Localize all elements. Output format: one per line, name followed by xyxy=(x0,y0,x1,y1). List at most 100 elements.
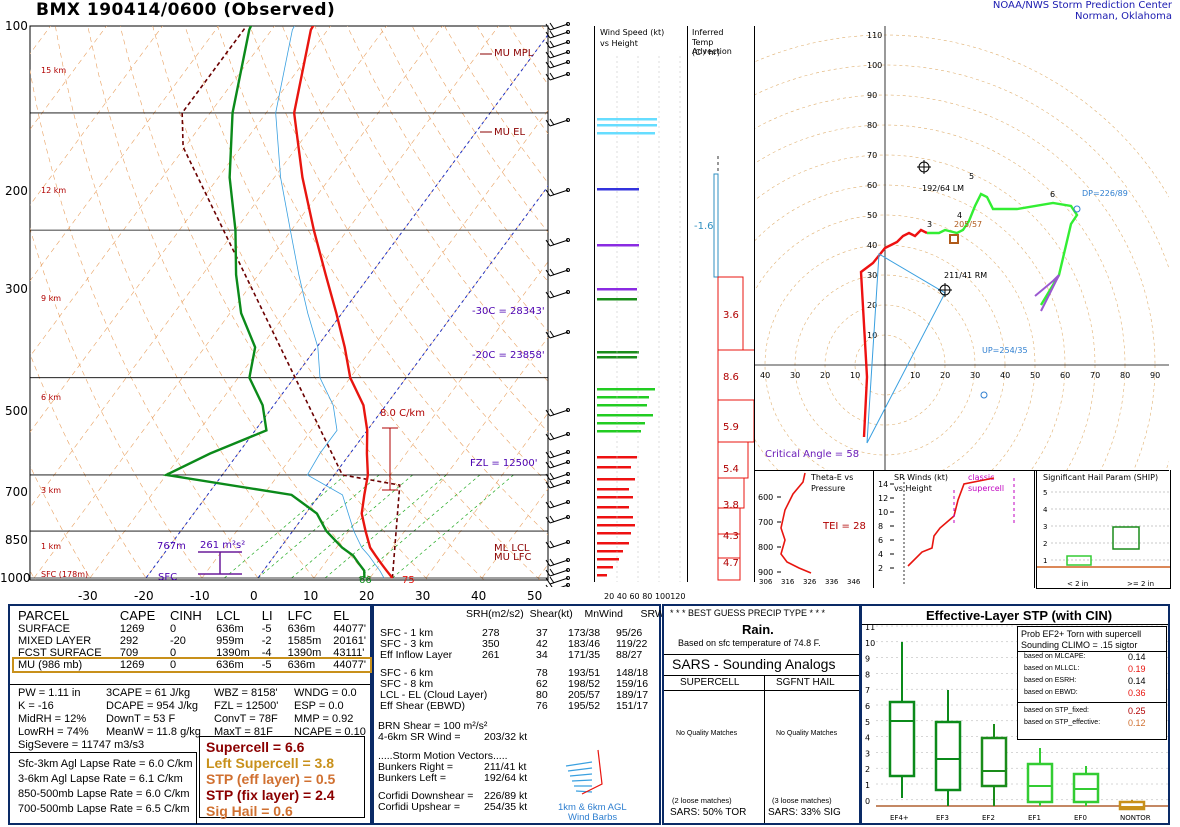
srw-ytick: 4 xyxy=(878,550,883,559)
stp-ytick: 10 xyxy=(865,639,875,648)
mean-wind-marker xyxy=(949,234,959,244)
temperature-line xyxy=(292,26,394,579)
thetae-xtick: 316 xyxy=(781,578,795,586)
kinematics-panel: SRH(m2/s2) Shear(kt) MnWind SRW SFC - 1 … xyxy=(372,604,665,825)
wind-barbs xyxy=(545,22,570,587)
hodo-point-label: 4 xyxy=(957,211,962,220)
hodo-xtick: 80 xyxy=(1120,371,1130,380)
ph-1: CAPE xyxy=(119,608,156,623)
kin-cell: 42 xyxy=(536,638,548,650)
hodo-ring xyxy=(755,94,1156,470)
hodo-trace-high xyxy=(1034,274,1060,312)
t30-label: -30C = 28343' xyxy=(472,306,545,317)
ttick--20: -20 xyxy=(134,589,154,603)
srw-line xyxy=(907,477,995,567)
wind-speed-bar xyxy=(597,566,613,569)
ttick-30: 30 xyxy=(415,589,431,603)
ptick-200: 200 xyxy=(5,184,28,198)
indices-col3: WBZ = 8158' FZL = 12500' ConvT = 78F MaxT =… xyxy=(214,687,279,738)
wind-barb xyxy=(545,432,570,441)
hodo-xtick: 70 xyxy=(1090,371,1100,380)
critical-angle: Critical Angle = 58 xyxy=(765,449,860,460)
thetae-title: Theta-E vs xyxy=(811,473,854,482)
hodo-tick: 100 xyxy=(867,61,882,70)
kin-cell: 88/27 xyxy=(616,649,643,661)
kin-cell: 173/38 xyxy=(568,627,601,639)
dry-adiabat xyxy=(120,26,429,580)
precip-analog-panel: * * * BEST GUESS PRECIP TYPE * * * Rain.… xyxy=(662,604,861,825)
kin-cell: 95/26 xyxy=(616,627,643,639)
wind-barb xyxy=(545,30,570,39)
wind-speed-panel: Wind Speed (kt) vs Height 20 40 60 80 10… xyxy=(594,26,688,601)
hodo-triangle xyxy=(866,253,946,444)
stp-ytick: 11 xyxy=(865,624,875,632)
ph-2: CINH xyxy=(169,608,202,623)
wind-speed-bar xyxy=(597,188,639,191)
ph-0: PARCEL xyxy=(18,608,70,623)
ptick-500: 500 xyxy=(5,404,28,418)
org-line-1: NOAA/NWS Storm Prediction Center xyxy=(992,0,1172,11)
ttick-20: 20 xyxy=(359,589,375,603)
stp-ytick: 0 xyxy=(865,797,870,806)
wind-speed-bar xyxy=(597,288,637,291)
stp-cat: EF1 xyxy=(1028,814,1041,822)
stp-cat: EF3 xyxy=(936,814,949,822)
hodo-tick: 30 xyxy=(867,271,877,280)
hgt-6km: 6 km xyxy=(41,393,62,402)
ttick--10: -10 xyxy=(190,589,210,603)
hodo-xtick: 10 xyxy=(850,371,860,380)
org-credit: NOAA/NWS Storm Prediction Center Norman,… xyxy=(993,0,1172,22)
hodo-xtick: 10 xyxy=(910,371,920,380)
kin-cell: 159/16 xyxy=(616,678,649,690)
wind-speed-bar xyxy=(597,118,657,121)
ta-val-5: 3.8 xyxy=(723,500,739,511)
tei-label: TEI = 28 xyxy=(823,521,866,532)
hodo-xtick: 30 xyxy=(970,371,980,380)
mu-el-label: MU EL xyxy=(494,127,526,138)
wind-speed-bar xyxy=(597,298,637,301)
hgt-3km: 3 km xyxy=(41,486,62,495)
wind-speed-bar xyxy=(597,550,623,553)
kin-barb xyxy=(575,790,593,793)
srw-subtitle: vs Height xyxy=(894,484,932,493)
wetbulb-line xyxy=(275,26,385,579)
wind-barb xyxy=(545,515,570,524)
stp-box-2 xyxy=(980,724,1008,806)
kin-cell: SFC - 3 km xyxy=(380,638,434,650)
hodo-ring xyxy=(755,214,1036,470)
stp-cat: EF4+ xyxy=(890,814,909,822)
wind-speed-bar xyxy=(597,516,633,519)
wind-speed-bar xyxy=(597,430,641,433)
kin-cell: SFC - 1 km xyxy=(380,627,434,639)
ship-title: Significant Hail Param (SHIP) xyxy=(1043,473,1159,482)
hodo-point-label: 6 xyxy=(1050,190,1055,199)
t-sfc-label: 75 xyxy=(402,575,415,586)
srw-title: SR Winds (kt) xyxy=(894,473,949,482)
hodo-xtick: 30 xyxy=(790,371,800,380)
table-row: MU (986 mb) 1269 0 636m -5 636m 44077' xyxy=(12,657,372,673)
srw-classic: classic xyxy=(968,473,995,482)
thetae-ytick: 600 xyxy=(758,493,773,502)
thetae-ytick: 800 xyxy=(758,543,773,552)
wind-speed-bar xyxy=(597,244,639,247)
kin-cell: Eff Shear (EBWD) xyxy=(380,700,465,712)
srw-ytick: 8 xyxy=(878,522,883,531)
kin-barb xyxy=(569,773,593,777)
ta-val-7: 4.7 xyxy=(723,558,739,569)
sr-winds-panel: SR Winds (kt) vs Height classic supercel… xyxy=(874,470,1035,588)
wind-speed-bar xyxy=(597,124,657,127)
wind-speed-bar xyxy=(597,351,639,354)
ship-panel: Significant Hail Param (SHIP) 5 4 3 2 1 < 2 … xyxy=(1036,470,1171,589)
org-line-2: Norman, Oklahoma xyxy=(1075,11,1172,22)
stp-box-1 xyxy=(934,690,962,806)
mu-lfc-label: MU LFC xyxy=(494,552,532,563)
hodograph-panel: 10 20 30 40 50 60 70 80 90 100 110 40 30 20 10 10 20 30 40… xyxy=(755,26,1169,471)
dry-adiabat xyxy=(282,26,548,433)
dry-adiabat xyxy=(87,26,373,580)
skewt-frame xyxy=(29,25,549,581)
mixing-ratio xyxy=(257,474,380,579)
dp-label: DP=226/89 xyxy=(1082,189,1128,198)
stp-ytick: 7 xyxy=(865,686,870,695)
thetae-ytick: 900 xyxy=(758,568,773,577)
wind-barb xyxy=(545,72,570,81)
